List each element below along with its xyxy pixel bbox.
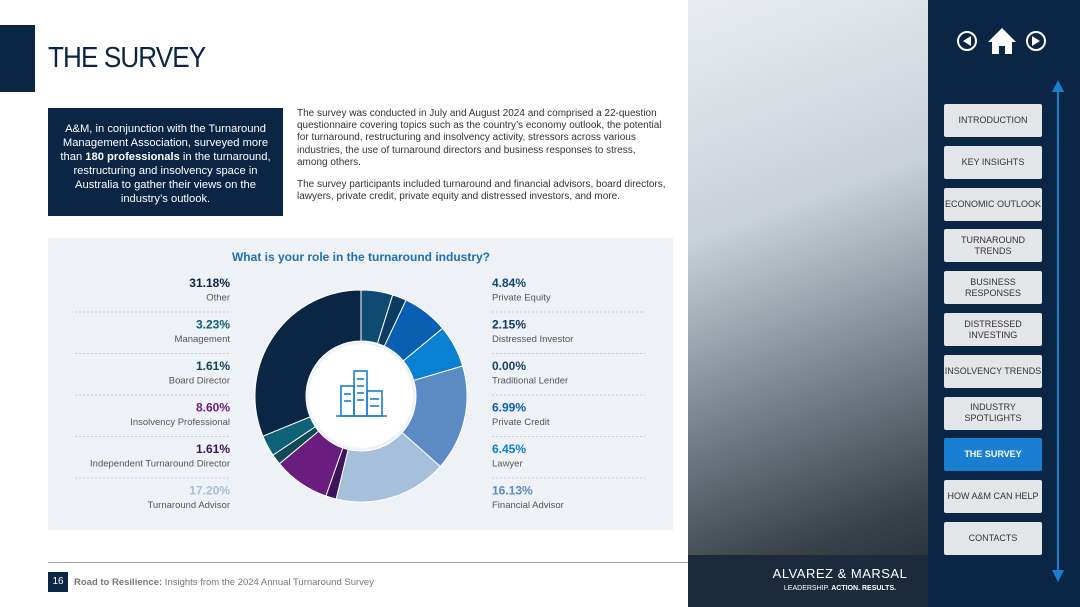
logo: ALVAREZ & MARSAL LEADERSHIP. ACTION. RES… [760, 566, 920, 592]
nav-button[interactable]: TURNAROUND TRENDS [944, 229, 1042, 263]
tagline: LEADERSHIP. [783, 585, 832, 592]
title-accent [0, 25, 35, 92]
nav-label: RESPONSES [964, 287, 1022, 298]
nav-button[interactable]: HOW A&M CAN HELP [944, 480, 1042, 514]
scroll-up[interactable] [1052, 80, 1064, 92]
logo-band [688, 555, 928, 607]
logo-text: ALVAREZ & MARSAL [772, 566, 908, 581]
legend-label: Management [175, 334, 231, 345]
nav-label: BUSINESS [970, 276, 1016, 287]
nav-button[interactable]: DISTRESSED INVESTING [944, 313, 1042, 346]
nav-button[interactable]: INSOLVENCY TRENDS [944, 354, 1042, 388]
legend-value: 0.00% [492, 359, 526, 373]
legend-label: Lawyer [492, 459, 523, 470]
legend-label: Private Equity [492, 293, 551, 304]
donut-segment [254, 289, 362, 437]
legend: 4.84% Private Equity 2.15% Distressed Inves… [75, 276, 645, 511]
prev-button[interactable] [957, 31, 977, 51]
nav-button[interactable]: KEY INSIGHTS [944, 145, 1042, 179]
nav-button[interactable]: BUSINESS RESPONSES [944, 271, 1042, 305]
legend-label: Board Director [169, 376, 230, 387]
legend-value: 31.18% [189, 276, 230, 290]
legend-label: Financial Advisor [492, 500, 564, 511]
nav-label: ECONOMIC OUTLOOK [944, 198, 1041, 209]
nav-label: DISTRESSED [964, 318, 1022, 329]
chart-title: What is your role in the turnaround indu… [232, 250, 490, 264]
legend-label: Distressed Investor [492, 334, 573, 345]
prev-arrow [963, 36, 971, 46]
page-number: 16 [48, 572, 68, 592]
legend-label: Other [206, 293, 230, 304]
legend-value: 6.99% [492, 401, 526, 415]
background-photo [688, 0, 928, 607]
nav-button[interactable]: ECONOMIC OUTLOOK [944, 187, 1042, 221]
intro-box: A&M, in conjunction with the Turnaround … [48, 108, 283, 216]
nav-label: THE SURVEY [964, 449, 1022, 460]
legend-value: 1.61% [196, 442, 230, 456]
nav-label: HOW A&M CAN HELP [947, 491, 1039, 502]
next-arrow [1032, 36, 1040, 46]
paragraph: The survey was conducted in July and Aug… [297, 108, 662, 168]
intro-text: in the turnaround, restructuring and ins… [73, 151, 271, 205]
legend-value: 2.15% [492, 318, 526, 332]
center-icon [309, 344, 413, 448]
nav-label: CONTACTS [968, 533, 1018, 543]
legend-label: Private Credit [492, 417, 550, 428]
legend-label: Traditional Lender [492, 376, 568, 387]
donut [254, 289, 468, 503]
nav-label: SPOTLIGHTS [964, 413, 1022, 424]
legend-value: 16.13% [492, 484, 533, 498]
legend-value: 3.23% [196, 318, 230, 332]
legend-label: Turnaround Advisor [147, 500, 230, 511]
home-button[interactable] [988, 28, 1016, 54]
nav-label: INTRODUCTION [958, 115, 1028, 125]
footer-rule [48, 562, 688, 563]
sidebar-graphics [957, 28, 1064, 582]
nav-button[interactable]: THE SURVEY [944, 438, 1042, 472]
legend-value: 6.45% [492, 442, 526, 456]
nav-label: INSOLVENCY TRENDS [944, 365, 1042, 376]
nav-label: INDUSTRY [970, 402, 1016, 413]
intro-text: A&M, in conjunction with the Turnaround … [60, 123, 269, 163]
legend-value: 1.61% [196, 359, 230, 373]
nav-label: INVESTING [968, 329, 1018, 340]
sidebar: INTRODUCTION KEY INSIGHTS ECONOMIC OUTLOOK… [928, 0, 1080, 607]
nav-label: KEY INSIGHTS [961, 156, 1025, 167]
nav-button[interactable]: CONTACTS [944, 522, 1042, 555]
scroll-down[interactable] [1052, 570, 1064, 582]
paragraph: The survey participants included turnaro… [297, 179, 666, 203]
legend-value: 17.20% [189, 484, 230, 498]
chart: What is your role in the turnaround indu… [75, 250, 645, 511]
footer-rest: Insights from the 2024 Annual Turnaround… [162, 577, 374, 588]
footer-text: Road to Resilience: Insights from the 20… [74, 577, 374, 588]
tagline-bold: ACTION. RESULTS. [831, 585, 897, 592]
next-button[interactable] [1026, 31, 1046, 51]
legend-label: Insolvency Professional [130, 417, 230, 428]
legend-value: 4.84% [492, 276, 526, 290]
body-text: The survey was conducted in July and Aug… [297, 108, 667, 213]
legend-value: 8.60% [196, 401, 230, 415]
page-title: THE SURVEY [48, 42, 206, 74]
nav-button[interactable]: INTRODUCTION [944, 104, 1042, 137]
nav-label: TRENDS [974, 245, 1012, 256]
footer-bold: Road to Resilience: [74, 577, 163, 588]
legend-label: Independent Turnaround Director [90, 459, 230, 470]
nav-button[interactable]: INDUSTRY SPOTLIGHTS [944, 396, 1042, 430]
nav-label: TURNAROUND [961, 234, 1025, 245]
intro-bold: 180 professionals [85, 151, 180, 163]
